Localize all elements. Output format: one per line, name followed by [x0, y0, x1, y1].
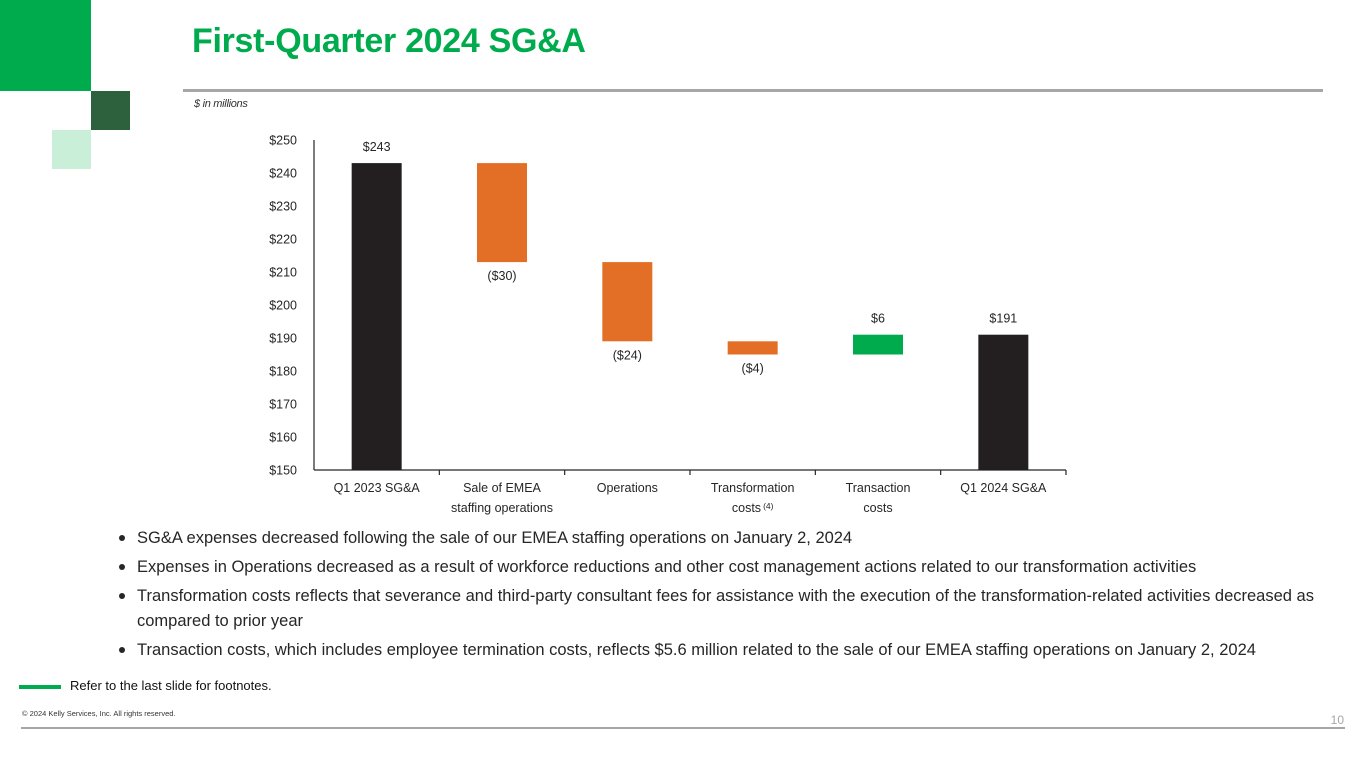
data-labels: $243 ($30) ($24) ($4) $6 $191: [363, 140, 1018, 375]
waterfall-chart: $150 $160 $170 $180 $190 $200 $210 $220 $230 $240…: [269, 134, 1067, 515]
footnote-marker: [19, 685, 61, 689]
footer-divider: [21, 727, 1345, 729]
bar-decrease: [602, 262, 653, 342]
bullet-item: Transformation costs reflects that sever…: [118, 584, 1338, 634]
y-tick-label: $160: [269, 431, 297, 445]
x-axis: [314, 469, 1067, 475]
bar-value-label: $243: [363, 140, 391, 154]
x-category-label: Transformation: [711, 481, 795, 495]
x-category-label: costs (4): [732, 501, 774, 515]
x-category-label: staffing operations: [451, 501, 553, 515]
bar-total: [978, 334, 1029, 470]
y-tick-label: $230: [269, 200, 297, 214]
y-tick-label: $180: [269, 365, 297, 379]
y-tick-label: $190: [269, 332, 297, 346]
x-category-label: Sale of EMEA: [463, 481, 541, 495]
bullet-list: SG&A expenses decreased following the sa…: [118, 526, 1338, 667]
y-tick-label: $210: [269, 266, 297, 280]
bullet-item: Transaction costs, which includes employ…: [118, 638, 1338, 663]
decor-square-large: [0, 0, 91, 91]
x-category-label: Operations: [597, 481, 658, 495]
y-tick-label: $240: [269, 167, 297, 181]
bar-decrease: [477, 163, 527, 263]
bars: [351, 163, 1029, 470]
x-category-label: costs: [863, 501, 892, 515]
units-note: $ in millions: [194, 98, 248, 110]
bar-total: [351, 163, 402, 470]
slide-title: First-Quarter 2024 SG&A: [192, 22, 586, 60]
y-axis: $150 $160 $170 $180 $190 $200 $210 $220 $230 $240…: [269, 134, 315, 478]
bar-value-label: $191: [989, 312, 1017, 326]
footnote-note: Refer to the last slide for footnotes.: [70, 678, 272, 693]
bullet-item: Expenses in Operations decreased as a re…: [118, 555, 1338, 580]
x-category-label: Q1 2024 SG&A: [960, 481, 1047, 495]
y-tick-label: $150: [269, 464, 297, 478]
bar-value-label: $6: [871, 312, 885, 326]
decor-square-light: [52, 130, 91, 169]
x-category-label: Q1 2023 SG&A: [334, 481, 421, 495]
bullet-item: SG&A expenses decreased following the sa…: [118, 526, 1338, 551]
bar-value-label: ($30): [487, 269, 516, 283]
y-tick-label: $250: [269, 134, 297, 148]
bar-value-label: ($24): [613, 348, 642, 362]
footnote-ref: (4): [763, 501, 774, 511]
copyright: © 2024 Kelly Services, Inc. All rights r…: [22, 709, 176, 718]
decor-square-dark: [91, 91, 130, 130]
bar-increase: [853, 334, 903, 355]
y-tick-label: $200: [269, 299, 297, 313]
y-tick-label: $220: [269, 233, 297, 247]
category-labels: Q1 2023 SG&A Sale of EMEA staffing operati…: [334, 481, 1047, 515]
bar-value-label: ($4): [742, 362, 764, 376]
y-tick-label: $170: [269, 398, 297, 412]
bar-decrease: [727, 341, 778, 355]
page-number: 10: [1330, 713, 1344, 727]
x-category-label: Transaction: [846, 481, 911, 495]
title-divider: [183, 89, 1323, 92]
